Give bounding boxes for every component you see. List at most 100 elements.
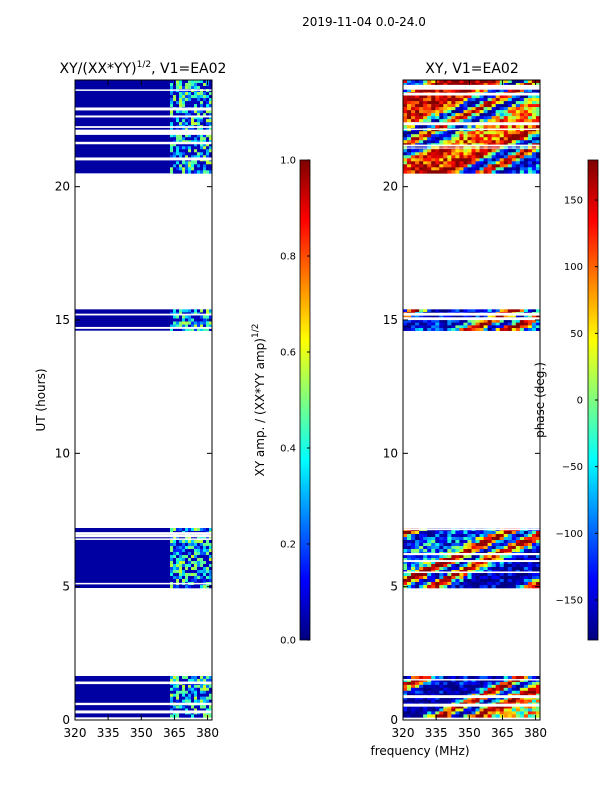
- right-cell: [411, 567, 416, 571]
- left-cell: [179, 546, 183, 550]
- left-cell: [188, 149, 192, 153]
- left-cell: [191, 552, 195, 556]
- right-cell: [463, 699, 468, 703]
- right-cell: [471, 681, 476, 686]
- right-cell: [443, 714, 448, 718]
- left-cell: [173, 699, 177, 703]
- right-cell: [483, 690, 488, 695]
- right-cell: [463, 708, 468, 712]
- left-cell: [209, 113, 212, 117]
- left-cell: [206, 167, 210, 171]
- right-cell: [463, 676, 468, 680]
- left-flag-gap: [75, 681, 212, 685]
- right-cell: [535, 549, 540, 553]
- right-cell: [459, 95, 464, 99]
- left-cell: [179, 161, 183, 165]
- left-cell: [188, 690, 192, 695]
- right-cell: [471, 543, 476, 547]
- right-cell: [443, 80, 448, 84]
- right-cell: [487, 101, 492, 105]
- right-cell: [463, 155, 468, 159]
- right-cell: [451, 83, 456, 87]
- left-cell: [173, 678, 177, 683]
- right-cell: [499, 170, 505, 174]
- right-cell: [431, 561, 436, 565]
- right-cell: [483, 714, 488, 718]
- right-cell: [423, 684, 428, 689]
- right-cell: [523, 125, 529, 129]
- left-cell: [179, 122, 183, 126]
- right-cell: [535, 579, 540, 583]
- right-cell: [487, 113, 492, 117]
- right-cell: [419, 585, 424, 589]
- right-cell: [491, 576, 496, 580]
- right-cell: [475, 155, 480, 159]
- right-cell: [475, 113, 480, 117]
- right-cell: [411, 696, 416, 700]
- right-cell: [487, 582, 492, 586]
- left-cell: [200, 149, 204, 153]
- left-cell: [209, 309, 212, 313]
- right-cell: [491, 110, 496, 114]
- left-cell: [173, 570, 177, 574]
- right-cell: [527, 161, 533, 165]
- left-cell: [179, 309, 183, 313]
- left-cell: [170, 528, 174, 532]
- right-cell: [439, 555, 444, 559]
- left-cell: [203, 83, 207, 87]
- right-cell: [507, 678, 513, 683]
- right-cell: [411, 585, 416, 589]
- right-cell: [535, 113, 540, 117]
- right-cell: [479, 89, 484, 93]
- right-flag-gap: [403, 695, 540, 699]
- left-cell: [200, 318, 204, 322]
- right-cell: [459, 573, 464, 577]
- right-cell: [455, 137, 460, 141]
- right-cell: [423, 170, 428, 174]
- left-cell: [188, 116, 192, 120]
- right-cell: [471, 322, 476, 326]
- left-cell: [182, 137, 186, 141]
- right-cell: [479, 696, 484, 700]
- right-cell: [523, 320, 529, 323]
- right-cell: [483, 155, 488, 159]
- right-cell: [507, 567, 513, 571]
- left-cell: [176, 122, 180, 126]
- left-cell: [200, 321, 204, 325]
- right-cell: [487, 328, 492, 331]
- left-cell: [206, 528, 210, 532]
- right-cell: [447, 681, 452, 686]
- left-cell: [185, 324, 189, 328]
- right-cell: [507, 80, 513, 84]
- right-cell: [475, 531, 480, 535]
- left-cell: [179, 113, 183, 117]
- right-cell: [419, 119, 424, 123]
- right-cell: [531, 119, 537, 123]
- right-cell: [483, 113, 488, 117]
- right-cell: [487, 167, 492, 171]
- right-cell: [495, 89, 501, 93]
- right-cell: [431, 705, 436, 709]
- right-cell: [503, 161, 509, 165]
- right-cell: [467, 573, 472, 577]
- y-tick-label: 5: [390, 580, 398, 594]
- right-cell: [443, 116, 448, 120]
- right-cell: [423, 696, 428, 700]
- right-cell: [507, 328, 513, 331]
- left-cell: [203, 86, 207, 90]
- left-cell: [170, 134, 174, 138]
- left-cell: [176, 149, 180, 153]
- right-cell: [455, 567, 460, 571]
- right-cell: [487, 708, 492, 712]
- right-cell: [415, 328, 420, 331]
- right-cell: [487, 537, 492, 541]
- right-cell: [435, 314, 440, 318]
- right-cell: [451, 113, 456, 117]
- right-cell: [423, 561, 428, 565]
- right-axes-frame: [402, 79, 541, 721]
- right-cell: [467, 116, 472, 120]
- right-cell: [431, 149, 436, 153]
- right-cell: [491, 681, 496, 686]
- right-cell: [483, 140, 488, 144]
- right-cell: [423, 134, 428, 138]
